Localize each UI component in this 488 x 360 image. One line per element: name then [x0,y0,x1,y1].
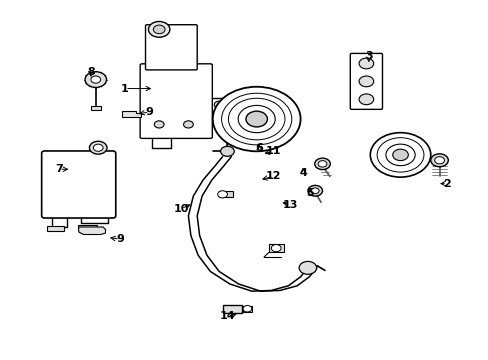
Text: 12: 12 [265,171,281,181]
Text: 14: 14 [219,311,235,321]
FancyBboxPatch shape [41,151,116,218]
Circle shape [183,121,193,128]
Circle shape [221,93,291,145]
Bar [222,305,242,313]
Circle shape [434,157,444,164]
Circle shape [376,138,423,172]
Circle shape [369,133,430,177]
Circle shape [271,244,281,252]
Text: 11: 11 [265,146,281,156]
Polygon shape [79,227,105,234]
Circle shape [217,191,227,198]
Circle shape [214,101,224,108]
Bar [268,244,283,252]
Text: 10: 10 [173,204,188,214]
Circle shape [154,121,163,128]
Bar [47,226,64,231]
Bar [78,225,97,229]
Circle shape [212,87,300,151]
Circle shape [245,111,267,127]
Circle shape [314,158,330,170]
FancyBboxPatch shape [349,53,382,109]
Circle shape [85,72,106,87]
Text: 7: 7 [55,164,63,174]
Text: 5: 5 [306,188,313,198]
Text: 3: 3 [364,51,372,61]
Circle shape [91,76,101,83]
FancyBboxPatch shape [145,25,197,70]
Text: 2: 2 [442,179,450,189]
Bar [218,192,233,197]
Bar [243,306,251,312]
Text: 4: 4 [299,168,306,178]
Text: 1: 1 [121,84,129,94]
Circle shape [228,98,285,140]
Text: 8: 8 [87,67,95,77]
Circle shape [358,94,373,105]
Circle shape [148,22,169,37]
Circle shape [299,261,316,274]
Circle shape [238,105,275,133]
Circle shape [392,149,407,161]
Circle shape [89,141,107,154]
Circle shape [318,161,326,167]
Circle shape [307,185,322,196]
Circle shape [220,146,234,156]
Circle shape [358,76,373,87]
Circle shape [243,306,251,312]
FancyBboxPatch shape [140,64,212,138]
Text: 6: 6 [255,143,263,153]
Circle shape [153,25,164,34]
Circle shape [358,58,373,69]
Polygon shape [122,111,141,117]
Circle shape [430,154,447,167]
Circle shape [311,188,319,194]
Text: 9: 9 [145,107,153,117]
Circle shape [385,144,414,166]
Text: 13: 13 [283,200,298,210]
Circle shape [93,144,103,151]
Bar [91,106,101,110]
Text: 9: 9 [116,234,124,244]
